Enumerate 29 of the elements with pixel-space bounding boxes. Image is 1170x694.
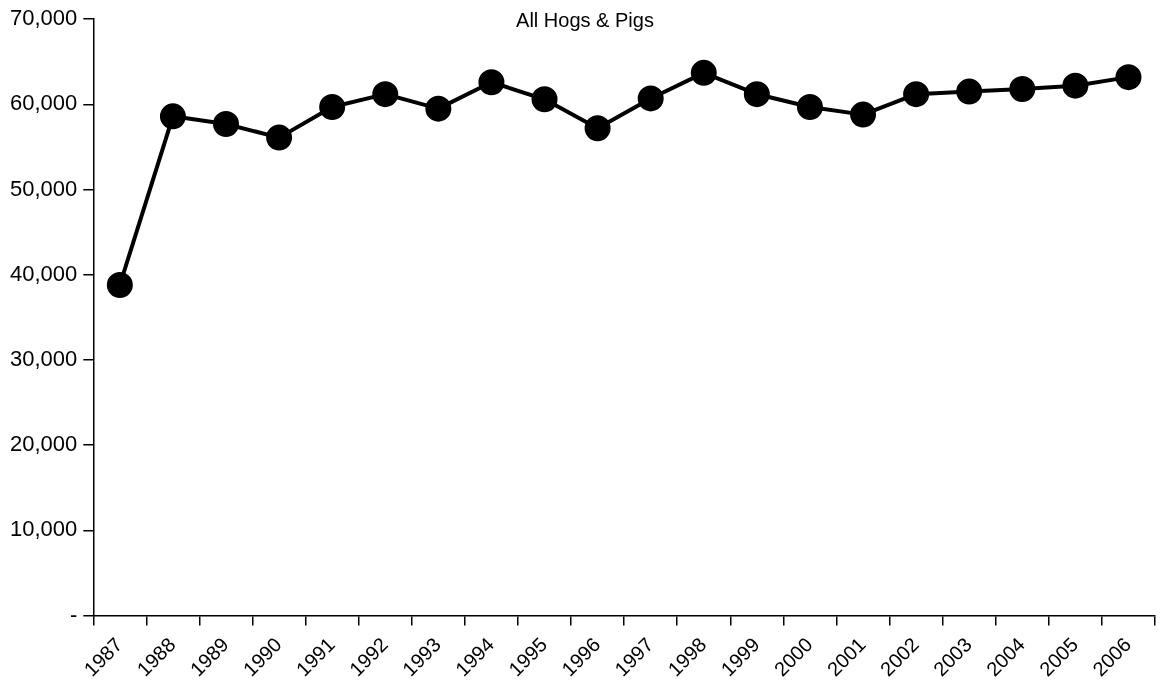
point (903, 81, 930, 108)
y-tick-label: 60,000 (9, 90, 78, 116)
point (319, 93, 346, 120)
point (637, 85, 664, 112)
point (266, 124, 293, 151)
point (1115, 64, 1142, 91)
y-tick-label: 50,000 (9, 175, 78, 201)
y-tick-label: 20,000 (9, 431, 78, 457)
point (1062, 72, 1089, 99)
point (690, 59, 717, 86)
point (478, 69, 505, 96)
point (106, 272, 133, 299)
point (850, 101, 877, 128)
y-tick-label: - (69, 601, 78, 627)
y-tick-label: 40,000 (9, 260, 78, 286)
point (956, 78, 983, 105)
y-tick-label: 30,000 (9, 346, 78, 372)
point (425, 95, 452, 122)
point (1009, 76, 1036, 103)
y-tick-label: 70,000 (9, 5, 78, 31)
point (213, 110, 239, 137)
chart-title: All Hogs & Pigs (516, 8, 654, 31)
point (584, 115, 611, 142)
point (743, 81, 770, 108)
point (159, 103, 186, 130)
y-tick-label: 10,000 (9, 516, 78, 542)
point (372, 81, 399, 108)
point (796, 93, 823, 120)
point (531, 86, 558, 113)
